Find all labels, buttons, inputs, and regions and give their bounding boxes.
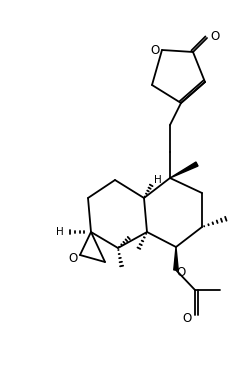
Text: O: O (176, 265, 186, 278)
Text: O: O (68, 252, 78, 265)
Polygon shape (174, 247, 178, 270)
Text: O: O (210, 29, 220, 42)
Text: O: O (182, 312, 192, 325)
Text: H: H (154, 175, 162, 185)
Text: H: H (56, 227, 64, 237)
Polygon shape (170, 162, 198, 178)
Text: O: O (150, 44, 160, 56)
